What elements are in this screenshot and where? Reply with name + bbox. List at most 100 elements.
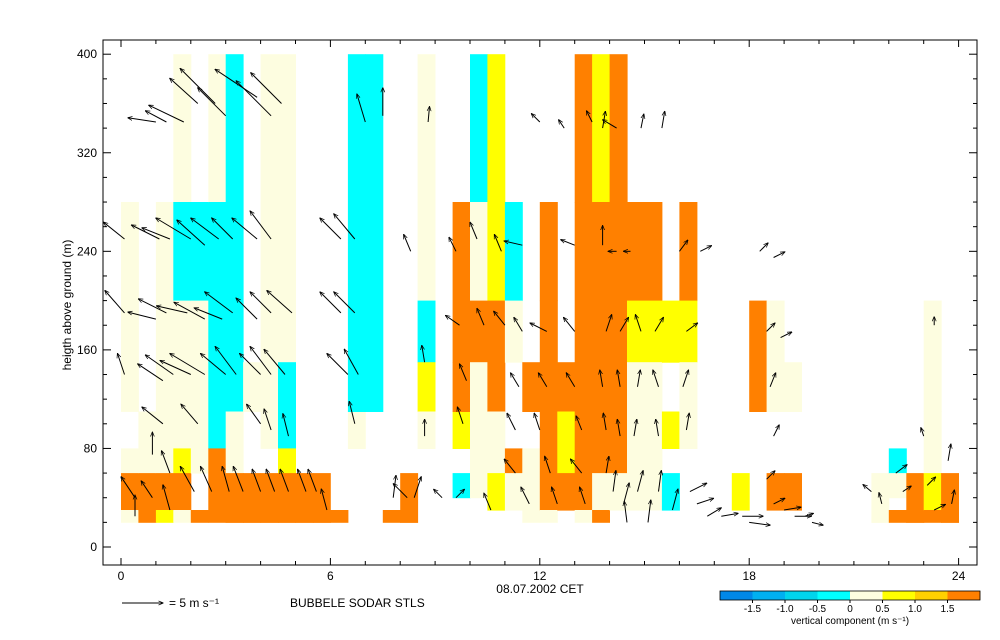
wind-vector <box>640 114 644 129</box>
wind-vector <box>656 419 659 437</box>
wind-vector <box>700 246 711 252</box>
wind-vector <box>576 416 583 431</box>
velocity-cell <box>190 300 209 474</box>
wind-vector <box>320 218 342 240</box>
wind-vector <box>773 498 785 505</box>
y-tick-label: 320 <box>77 146 97 160</box>
wind-vector <box>236 81 272 117</box>
wind-vector <box>201 354 227 375</box>
wind-vector <box>947 444 951 461</box>
wind-vector <box>280 469 289 492</box>
wind-vector <box>685 413 689 431</box>
y-axis: 0 80 160 240 320 400 <box>77 47 977 554</box>
velocity-cell <box>522 497 541 523</box>
wind-vector <box>511 373 520 388</box>
wind-vector <box>142 407 164 425</box>
wind-vector <box>180 69 216 104</box>
wind-vector <box>494 311 506 326</box>
velocity-cell <box>627 300 645 363</box>
wind-vector <box>160 361 192 375</box>
velocity-cell <box>470 54 488 203</box>
velocity-cell <box>417 362 436 412</box>
wind-vector <box>121 477 136 498</box>
velocity-cell <box>138 510 157 523</box>
velocity-cell <box>749 300 768 412</box>
colorbar-swatch <box>785 591 818 600</box>
colorbar-tick-label: 0.5 <box>876 604 890 615</box>
wind-vector <box>404 235 412 252</box>
wind-vector <box>633 419 637 437</box>
velocity-cell <box>923 411 942 474</box>
wind-vector <box>163 485 171 511</box>
wind-vector <box>766 323 775 332</box>
velocity-cell <box>522 473 541 499</box>
wind-vector <box>679 240 687 252</box>
wind-vector <box>504 459 516 474</box>
wind-vector <box>552 487 558 505</box>
velocity-cell <box>557 411 576 474</box>
velocity-cell <box>278 54 296 203</box>
velocity-cell <box>452 411 471 449</box>
y-tick-label: 400 <box>77 47 97 61</box>
velocity-cell <box>243 362 262 412</box>
wind-vector <box>105 291 125 314</box>
velocity-cell <box>888 448 907 474</box>
colorbar-tick-label: -1.0 <box>776 604 794 615</box>
wind-vector <box>603 120 617 129</box>
wind-vector <box>205 292 233 314</box>
wind-vector <box>895 465 907 474</box>
wind-vector <box>222 466 230 492</box>
wind-vector <box>349 401 356 424</box>
colorbar-tick-label: 1.0 <box>908 604 922 615</box>
velocity-cell <box>138 473 157 511</box>
velocity-cell <box>470 202 488 302</box>
wind-vector <box>128 118 156 123</box>
wind-vector <box>780 332 792 339</box>
wind-vector <box>484 493 492 511</box>
velocity-cell <box>679 362 698 412</box>
velocity-cell <box>190 510 209 523</box>
velocity-cell <box>539 411 558 511</box>
velocity-cell <box>574 362 593 511</box>
velocity-cell <box>260 473 279 523</box>
velocity-cell <box>365 54 384 412</box>
velocity-cell <box>173 202 192 302</box>
wind-vectors <box>104 69 955 526</box>
wind-vector <box>623 483 630 505</box>
velocity-cell <box>888 510 907 523</box>
wind-vector <box>531 114 541 123</box>
wind-vector <box>921 428 924 437</box>
velocity-cell <box>260 54 279 203</box>
wind-vector <box>250 292 272 314</box>
velocity-cell <box>278 202 296 363</box>
velocity-cell <box>627 362 645 412</box>
wind-vector <box>457 407 464 424</box>
wind-vector <box>637 471 644 492</box>
wind-vector <box>357 94 366 123</box>
colorbar-tick-label: -0.5 <box>809 604 827 615</box>
velocity-cell <box>417 202 436 302</box>
wind-vector <box>564 317 576 332</box>
wind-vector <box>603 413 607 431</box>
wind-vector <box>707 508 721 517</box>
x-tick-label: 6 <box>327 569 334 583</box>
velocity-cell <box>766 473 785 511</box>
wind-vector <box>308 469 317 492</box>
wind-vector <box>661 111 665 129</box>
velocity-cell <box>592 473 610 511</box>
wind-vector <box>773 252 785 258</box>
wind-vector <box>619 317 628 332</box>
velocity-cell <box>557 473 576 511</box>
wind-vector <box>654 317 663 332</box>
wind-vector <box>128 312 157 320</box>
velocity-cell <box>539 202 558 302</box>
wind-vector <box>118 354 125 375</box>
velocity-cell <box>173 448 192 474</box>
colorbar-swatch <box>817 591 851 600</box>
x-tick-label: 12 <box>533 569 547 583</box>
wind-vector <box>181 404 199 425</box>
velocity-cell <box>557 362 576 412</box>
velocity-cell <box>592 510 610 523</box>
velocity-cell <box>470 300 488 363</box>
wind-vector <box>266 469 276 492</box>
